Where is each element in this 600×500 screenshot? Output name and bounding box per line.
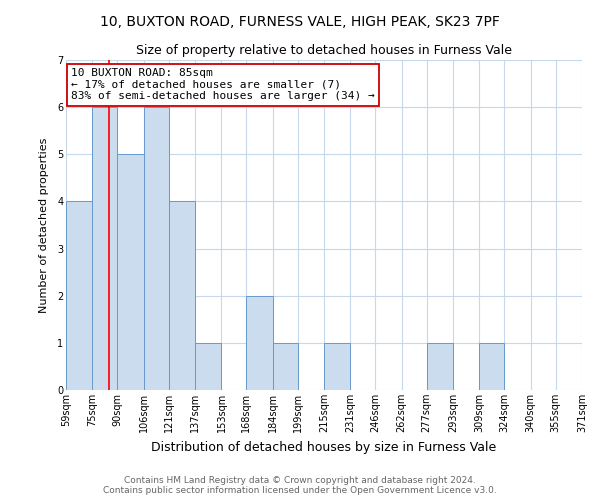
Text: 10 BUXTON ROAD: 85sqm
← 17% of detached houses are smaller (7)
83% of semi-detac: 10 BUXTON ROAD: 85sqm ← 17% of detached … [71, 68, 375, 102]
Bar [92, 107, 117, 390]
Bar [195, 343, 221, 390]
Bar [479, 343, 504, 390]
Bar [144, 107, 169, 390]
Bar [273, 343, 298, 390]
Y-axis label: Number of detached properties: Number of detached properties [38, 138, 49, 312]
Bar [169, 202, 195, 390]
Bar [324, 343, 350, 390]
Bar [66, 202, 92, 390]
Text: Contains HM Land Registry data © Crown copyright and database right 2024.
Contai: Contains HM Land Registry data © Crown c… [103, 476, 497, 495]
X-axis label: Distribution of detached houses by size in Furness Vale: Distribution of detached houses by size … [151, 440, 497, 454]
Text: 10, BUXTON ROAD, FURNESS VALE, HIGH PEAK, SK23 7PF: 10, BUXTON ROAD, FURNESS VALE, HIGH PEAK… [100, 15, 500, 29]
Title: Size of property relative to detached houses in Furness Vale: Size of property relative to detached ho… [136, 44, 512, 58]
Bar [117, 154, 144, 390]
Bar [427, 343, 453, 390]
Bar [246, 296, 273, 390]
